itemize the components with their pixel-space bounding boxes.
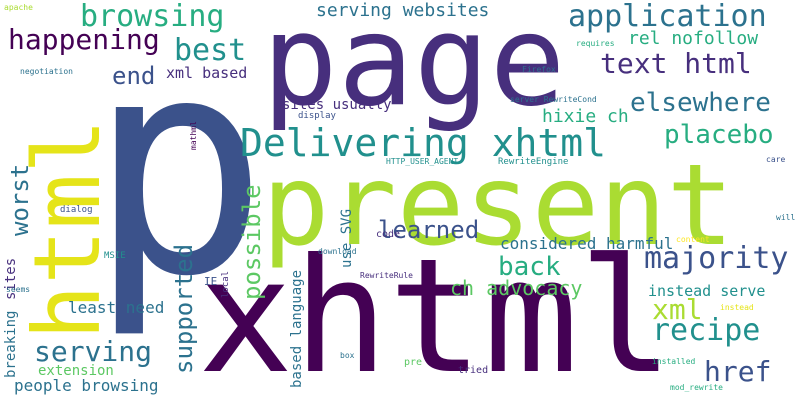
word-dialog: dialog (60, 205, 93, 215)
word-box: box (340, 351, 355, 360)
word-end: end (112, 62, 156, 90)
word-based-language: based language (289, 269, 305, 388)
word-instead-serve: instead serve (648, 282, 766, 300)
word-serving-websites: serving websites (316, 0, 490, 21)
word-firefox: Firefox (522, 65, 556, 74)
word-local: local (221, 270, 231, 298)
word-display: display (298, 111, 336, 121)
word-elsewhere: elsewhere (630, 88, 771, 118)
word-msie: MSIE (104, 251, 126, 261)
word-considered-harmful: considered harmful (500, 234, 674, 253)
word-code: code (376, 229, 401, 240)
word-text-html: text html (600, 47, 752, 80)
word-page: page (262, 0, 566, 134)
word-mathml: mathml (189, 121, 198, 150)
word-application: application (568, 0, 767, 34)
word-browsing: browsing (80, 0, 225, 34)
word-extension: extension (38, 363, 114, 379)
word-majority: majority (644, 241, 789, 276)
word-present: present (262, 141, 735, 271)
word-pre: pre (404, 357, 423, 368)
word-worst: worst (6, 163, 34, 236)
word-breaking: breaking (3, 310, 19, 378)
word-mod-rewrite: mod_rewrite (670, 383, 723, 392)
word-care: care (766, 155, 786, 164)
word-placebo: placebo (664, 120, 774, 150)
word-ch-advocacy: ch advocacy (450, 276, 583, 300)
word-tried: tried (458, 365, 489, 376)
word-recipe: recipe (652, 313, 761, 348)
word-learned: learned (378, 216, 480, 244)
word-negotiation: negotiation (20, 67, 73, 76)
word-http-user-agent: HTTP_USER_AGENT (386, 157, 459, 166)
word-p: p (88, 0, 269, 342)
word-requires: requires (576, 39, 615, 48)
word-seems: seems (6, 285, 31, 294)
word-rel-nofollow: rel nofollow (628, 28, 759, 49)
word-will: will (776, 213, 796, 222)
word-instead: instead (720, 303, 754, 312)
word-xml: xml (652, 293, 703, 326)
word-possible: possible (238, 184, 266, 300)
word-people-browsing: people browsing (14, 376, 159, 395)
word-serving: serving (34, 335, 153, 368)
word-delivering-xhtml: Delivering xhtml (240, 121, 607, 165)
word-href: href (704, 355, 772, 388)
word-back: back (498, 252, 561, 282)
word-supported: supported (170, 243, 198, 374)
word-xhtml-big: xhtml (198, 225, 674, 400)
word-rewriteengine: RewriteEngine (498, 157, 569, 167)
word-xml-based: xml based (166, 64, 248, 82)
word-server-rewritecond: server RewriteCond (510, 95, 597, 104)
word-sites-usually: sites usually (282, 97, 392, 113)
word-installed: installed (652, 357, 696, 366)
word-apache: apache (4, 3, 33, 12)
word-rewriterule: RewriteRule (360, 271, 413, 280)
word-ie: IE (204, 275, 218, 288)
word-best: best (174, 33, 247, 68)
word-hixie-ch: hixie ch (542, 106, 629, 127)
word-use-svg: use SVG (339, 208, 355, 268)
word-download: download (318, 247, 357, 256)
word-content: content (676, 235, 710, 244)
word-least-need: least need (68, 298, 165, 317)
word-happening: happening (8, 23, 160, 56)
